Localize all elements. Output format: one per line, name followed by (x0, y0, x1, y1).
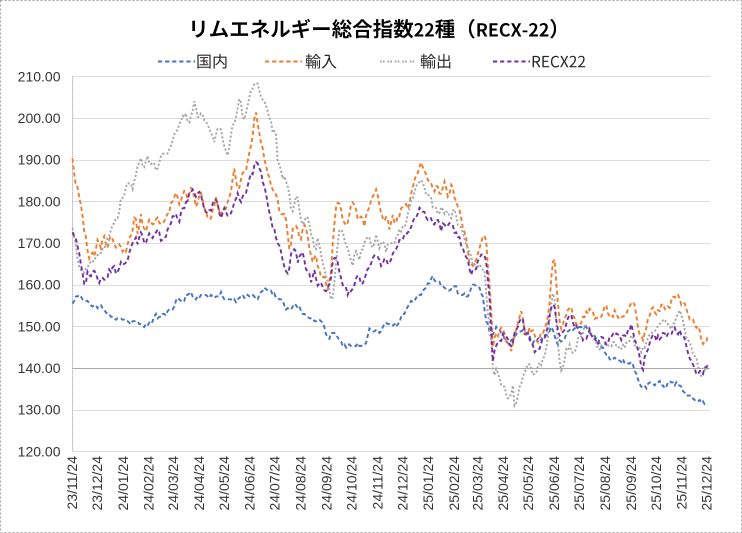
svg-text:25/03/24: 25/03/24 (469, 456, 485, 511)
svg-text:24/07/24: 24/07/24 (267, 456, 283, 511)
svg-text:130.00: 130.00 (18, 402, 61, 418)
svg-text:24/10/24: 24/10/24 (343, 456, 359, 511)
svg-text:24/04/24: 24/04/24 (191, 456, 207, 511)
svg-text:25/09/24: 25/09/24 (623, 456, 639, 511)
svg-text:24/03/24: 24/03/24 (165, 456, 181, 511)
svg-text:25/06/24: 25/06/24 (546, 456, 562, 511)
svg-text:24/05/24: 24/05/24 (216, 456, 232, 511)
svg-text:24/08/24: 24/08/24 (293, 456, 309, 511)
svg-text:25/08/24: 25/08/24 (597, 456, 613, 511)
svg-text:23/11/24: 23/11/24 (64, 456, 80, 510)
svg-text:24/09/24: 24/09/24 (318, 456, 334, 511)
svg-text:23/12/24: 23/12/24 (89, 456, 105, 511)
svg-text:24/06/24: 24/06/24 (242, 456, 258, 511)
svg-text:25/11/24: 25/11/24 (674, 456, 690, 510)
svg-text:25/05/24: 25/05/24 (520, 456, 536, 511)
svg-text:190.00: 190.00 (18, 152, 61, 168)
svg-text:160.00: 160.00 (18, 277, 61, 293)
svg-text:170.00: 170.00 (18, 235, 61, 251)
svg-text:180.00: 180.00 (18, 193, 61, 209)
svg-text:25/10/24: 25/10/24 (648, 456, 664, 511)
svg-text:120.00: 120.00 (18, 443, 61, 459)
svg-text:24/11/24: 24/11/24 (369, 456, 385, 510)
svg-text:200.00: 200.00 (18, 110, 61, 126)
svg-text:140.00: 140.00 (18, 360, 61, 376)
svg-text:210.00: 210.00 (18, 68, 61, 84)
svg-text:25/01/24: 25/01/24 (420, 456, 436, 511)
svg-text:25/04/24: 25/04/24 (495, 456, 511, 511)
svg-text:24/01/24: 24/01/24 (115, 456, 131, 511)
svg-text:24/02/24: 24/02/24 (141, 456, 157, 511)
svg-text:25/12/24: 25/12/24 (699, 456, 715, 511)
svg-text:25/02/24: 25/02/24 (446, 456, 462, 511)
svg-text:25/07/24: 25/07/24 (571, 456, 587, 511)
svg-text:150.00: 150.00 (18, 318, 61, 334)
svg-text:24/12/24: 24/12/24 (394, 456, 410, 511)
